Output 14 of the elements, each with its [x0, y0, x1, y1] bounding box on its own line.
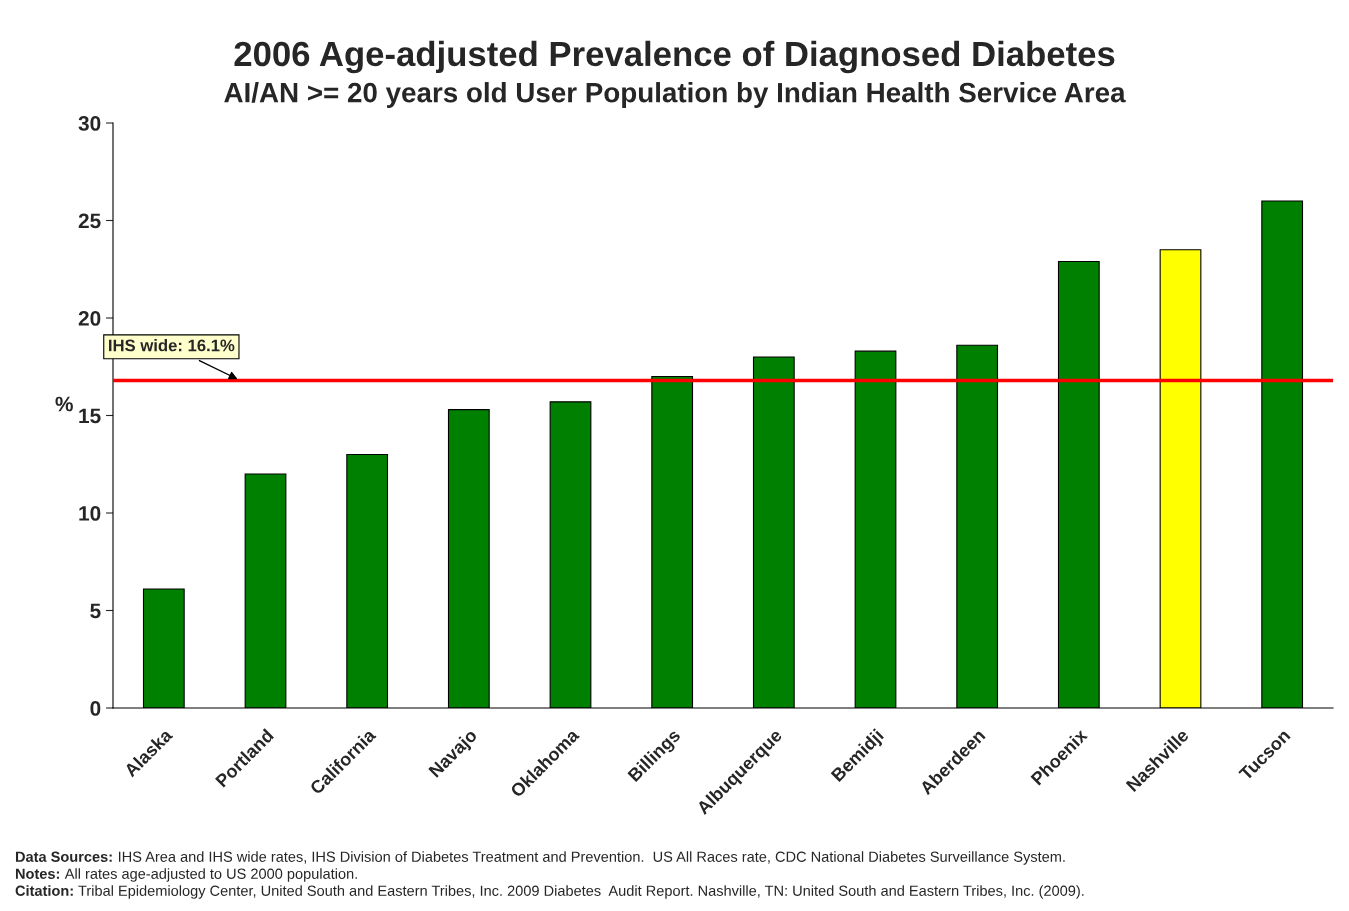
text: Citation: Tribal Epidemiology Center, United South and Eastern Tribes, Inc. 2009 Diabetes Audit Report. Nashville, TN: United South and Eastern Tribes, Inc. (2009).	[15, 885, 1084, 899]
y-tick-label: 5	[90, 603, 101, 619]
y-tick-label: 30	[78, 116, 101, 131]
text: Notes: All rates age-adjusted to US 2000 population.	[15, 868, 357, 882]
y-tick-label: 0	[90, 701, 101, 716]
y-tick-label: 25	[78, 213, 101, 229]
chart-title: 2006 Age-adjusted Prevalence of Diagnosed Diabetes	[234, 40, 1115, 74]
y-tick-label: 15	[79, 408, 101, 424]
y-axis-title: %	[55, 396, 73, 412]
text: Data Sources: IHS Area and IHS wide rates, IHS Division of Diabetes Treatment and Prevention. US All Races rate, CDC National Diabetes Surveillance System.	[15, 851, 1065, 865]
annotation: IHS wide: 16.1%	[109, 339, 235, 352]
chart-subtitle: AI/AN >= 20 years old User Population by Indian Health Service Area	[224, 82, 1126, 108]
y-tick-label: 10	[79, 506, 101, 521]
y-tick-label: 20	[78, 311, 101, 326]
